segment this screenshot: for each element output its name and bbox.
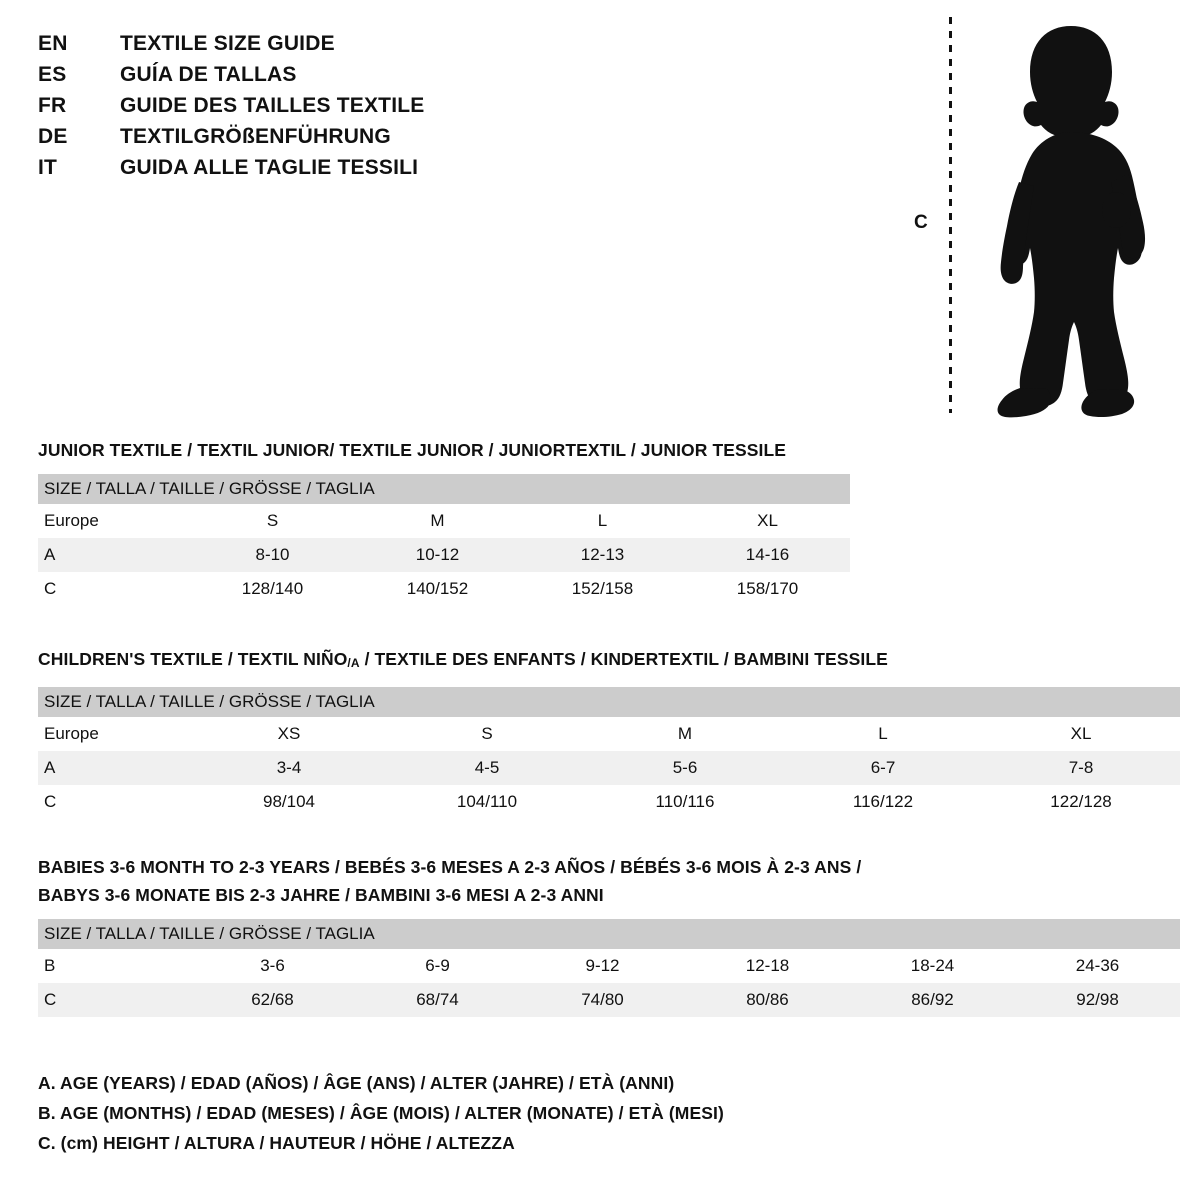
table-header-bar: SIZE / TALLA / TAILLE / GRÖSSE / TAGLIA bbox=[38, 919, 1181, 949]
legend-line-c: C. (cm) HEIGHT / ALTURA / HAUTEUR / HÖHE… bbox=[38, 1133, 515, 1153]
row-label: C bbox=[38, 785, 190, 819]
cell-value: 110/116 bbox=[586, 785, 784, 819]
section-title-children-sub: /A bbox=[347, 656, 360, 670]
cell-value: 14-16 bbox=[685, 538, 851, 572]
section-title-babies-line1: BABIES 3-6 MONTH TO 2-3 YEARS / BEBÉS 3-… bbox=[38, 857, 862, 877]
cell-value: 9-12 bbox=[520, 949, 685, 983]
cell-value: 92/98 bbox=[1015, 983, 1181, 1017]
language-title-block: EN TEXTILE SIZE GUIDE ES GUÍA DE TALLAS … bbox=[38, 32, 598, 187]
language-row-en: EN TEXTILE SIZE GUIDE bbox=[38, 32, 598, 63]
cell-value: M bbox=[355, 504, 520, 538]
table-header-bar-label: SIZE / TALLA / TAILLE / GRÖSSE / TAGLIA bbox=[38, 919, 1181, 949]
row-label: B bbox=[38, 949, 190, 983]
cell-value: 6-7 bbox=[784, 751, 982, 785]
cell-value: 104/110 bbox=[388, 785, 586, 819]
table-row: Europe S M L XL bbox=[38, 504, 851, 538]
table-row: A 3-4 4-5 5-6 6-7 7-8 bbox=[38, 751, 1181, 785]
language-code-it: IT bbox=[38, 156, 58, 179]
cell-value: 62/68 bbox=[190, 983, 355, 1017]
table-junior-textile: SIZE / TALLA / TAILLE / GRÖSSE / TAGLIA … bbox=[38, 474, 851, 606]
language-title-es: GUÍA DE TALLAS bbox=[120, 63, 297, 86]
language-row-fr: FR GUIDE DES TAILLES TEXTILE bbox=[38, 94, 598, 125]
table-babies-textile: SIZE / TALLA / TAILLE / GRÖSSE / TAGLIA … bbox=[38, 919, 1181, 1017]
language-title-fr: GUIDE DES TAILLES TEXTILE bbox=[120, 94, 425, 117]
language-code-es: ES bbox=[38, 63, 67, 86]
cell-value: 3-4 bbox=[190, 751, 388, 785]
table-row: C 98/104 104/110 110/116 116/122 122/128 bbox=[38, 785, 1181, 819]
height-axis-label: C bbox=[914, 212, 928, 233]
cell-value: 3-6 bbox=[190, 949, 355, 983]
cell-value: 68/74 bbox=[355, 983, 520, 1017]
cell-value: 128/140 bbox=[190, 572, 355, 606]
row-label: A bbox=[38, 538, 190, 572]
cell-value: 4-5 bbox=[388, 751, 586, 785]
cell-value: M bbox=[586, 717, 784, 751]
table-childrens-textile: SIZE / TALLA / TAILLE / GRÖSSE / TAGLIA … bbox=[38, 687, 1181, 819]
height-dashed-line bbox=[949, 17, 952, 413]
section-childrens-textile: CHILDREN'S TEXTILE / TEXTIL NIÑO/A / TEX… bbox=[38, 645, 1181, 819]
language-title-en: TEXTILE SIZE GUIDE bbox=[120, 32, 335, 55]
cell-value: 24-36 bbox=[1015, 949, 1181, 983]
row-label: C bbox=[38, 983, 190, 1017]
cell-value: 152/158 bbox=[520, 572, 685, 606]
cell-value: XS bbox=[190, 717, 388, 751]
table-header-bar-label: SIZE / TALLA / TAILLE / GRÖSSE / TAGLIA bbox=[38, 474, 851, 504]
row-label: Europe bbox=[38, 717, 190, 751]
language-row-es: ES GUÍA DE TALLAS bbox=[38, 63, 598, 94]
section-title-babies-line2: BABYS 3-6 MONATE BIS 2-3 JAHRE / BAMBINI… bbox=[38, 885, 604, 905]
table-row: C 62/68 68/74 74/80 80/86 86/92 92/98 bbox=[38, 983, 1181, 1017]
table-header-bar: SIZE / TALLA / TAILLE / GRÖSSE / TAGLIA bbox=[38, 687, 1181, 717]
row-label: A bbox=[38, 751, 190, 785]
cell-value: XL bbox=[685, 504, 851, 538]
table-row: A 8-10 10-12 12-13 14-16 bbox=[38, 538, 851, 572]
language-row-it: IT GUIDA ALLE TAGLIE TESSILI bbox=[38, 156, 598, 187]
table-row: C 128/140 140/152 152/158 158/170 bbox=[38, 572, 851, 606]
section-junior-textile: JUNIOR TEXTILE / TEXTIL JUNIOR/ TEXTILE … bbox=[38, 436, 851, 606]
table-header-bar: SIZE / TALLA / TAILLE / GRÖSSE / TAGLIA bbox=[38, 474, 851, 504]
cell-value: 6-9 bbox=[355, 949, 520, 983]
section-title-junior: JUNIOR TEXTILE / TEXTIL JUNIOR/ TEXTILE … bbox=[38, 440, 787, 460]
table-row: Europe XS S M L XL bbox=[38, 717, 1181, 751]
table-row: B 3-6 6-9 9-12 12-18 18-24 24-36 bbox=[38, 949, 1181, 983]
section-title-children: CHILDREN'S TEXTILE / TEXTIL NIÑO/A / TEX… bbox=[38, 645, 1180, 677]
language-row-de: DE TEXTILGRÖßENFÜHRUNG bbox=[38, 125, 598, 156]
cell-value: S bbox=[190, 504, 355, 538]
cell-value: 116/122 bbox=[784, 785, 982, 819]
toddler-silhouette-icon bbox=[997, 26, 1146, 418]
row-label: Europe bbox=[38, 504, 190, 538]
cell-value: 86/92 bbox=[850, 983, 1015, 1017]
cell-value: 122/128 bbox=[982, 785, 1181, 819]
language-code-de: DE bbox=[38, 125, 68, 148]
cell-value: 18-24 bbox=[850, 949, 1015, 983]
cell-value: 140/152 bbox=[355, 572, 520, 606]
legend-line-a: A. AGE (YEARS) / EDAD (AÑOS) / ÂGE (ANS)… bbox=[38, 1073, 675, 1093]
height-measurement-diagram: C bbox=[900, 0, 1200, 430]
cell-value: L bbox=[784, 717, 982, 751]
table-header-bar-label: SIZE / TALLA / TAILLE / GRÖSSE / TAGLIA bbox=[38, 687, 1181, 717]
legend-block: A. AGE (YEARS) / EDAD (AÑOS) / ÂGE (ANS)… bbox=[38, 1068, 938, 1158]
cell-value: XL bbox=[982, 717, 1181, 751]
cell-value: S bbox=[388, 717, 586, 751]
cell-value: 158/170 bbox=[685, 572, 851, 606]
language-code-fr: FR bbox=[38, 94, 67, 117]
section-title-children-rest: / TEXTILE DES ENFANTS / KINDERTEXTIL / B… bbox=[359, 649, 888, 669]
cell-value: 5-6 bbox=[586, 751, 784, 785]
cell-value: 74/80 bbox=[520, 983, 685, 1017]
section-babies-textile: BABIES 3-6 MONTH TO 2-3 YEARS / BEBÉS 3-… bbox=[38, 853, 1181, 1017]
language-title-de: TEXTILGRÖßENFÜHRUNG bbox=[120, 125, 391, 148]
language-code-en: EN bbox=[38, 32, 68, 55]
cell-value: 10-12 bbox=[355, 538, 520, 572]
legend-line-b: B. AGE (MONTHS) / EDAD (MESES) / ÂGE (MO… bbox=[38, 1103, 724, 1123]
language-title-it: GUIDA ALLE TAGLIE TESSILI bbox=[120, 156, 419, 179]
cell-value: 12-18 bbox=[685, 949, 850, 983]
cell-value: 98/104 bbox=[190, 785, 388, 819]
section-title-children-main: CHILDREN'S TEXTILE / TEXTIL NIÑO bbox=[38, 649, 348, 669]
cell-value: 8-10 bbox=[190, 538, 355, 572]
row-label: C bbox=[38, 572, 190, 606]
cell-value: L bbox=[520, 504, 685, 538]
cell-value: 80/86 bbox=[685, 983, 850, 1017]
cell-value: 12-13 bbox=[520, 538, 685, 572]
cell-value: 7-8 bbox=[982, 751, 1181, 785]
